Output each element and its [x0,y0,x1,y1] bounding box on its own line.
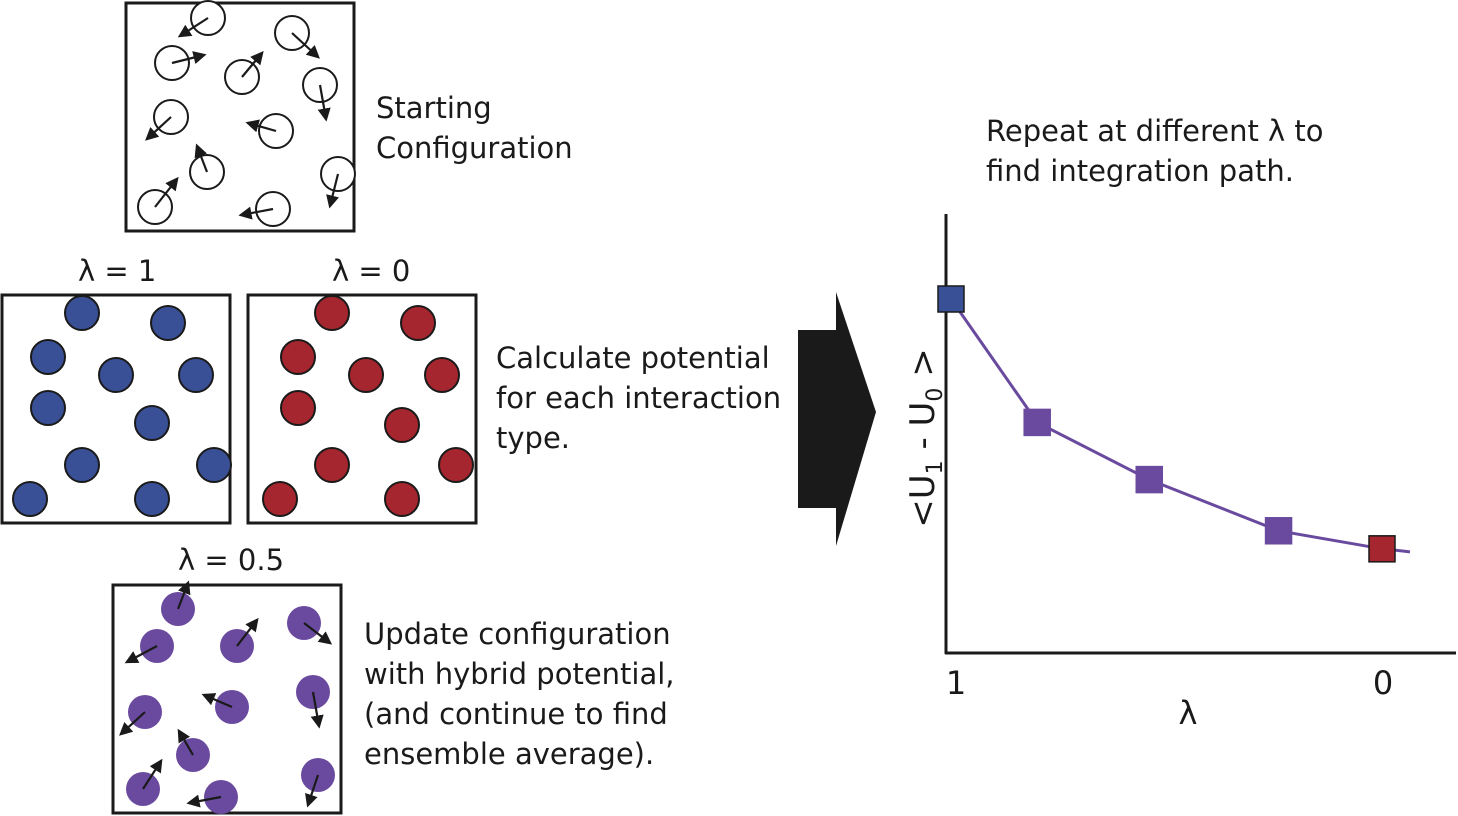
particle-velocity-arrow [171,51,207,65]
blue-particle [134,405,170,441]
data-point-marker [1135,465,1164,494]
blue-particle [178,357,214,393]
particle-velocity-arrow [119,711,146,736]
hollow-particle [154,45,190,81]
hybrid-caption-line-3: (and continue to find [364,697,668,731]
red-particles [262,295,474,517]
lambda-zero-label: λ = 0 [332,254,410,288]
interaction-caption-line-1: Calculate potential [496,341,770,375]
blue-particle [98,357,134,393]
ylabel-part-1: <U [903,474,943,527]
data-point-marker [1023,408,1051,437]
red-particle [438,447,474,483]
lambda-zero-panel [246,293,478,525]
blue-particle [12,481,48,517]
x-axis-label: λ [1179,694,1198,732]
red-particle [348,357,384,393]
plot-caption-line-2: find integration path. [986,154,1294,188]
particle-velocity-arrow [124,645,158,664]
particle-velocity-arrow [186,794,222,808]
particle-velocity-arrow [317,84,331,122]
hybrid-caption-line-2: with hybrid potential, [364,657,675,691]
particle-velocity-arrow [154,176,179,208]
purple-particles [119,580,335,814]
start-caption-line-2: Configuration [376,131,573,165]
particle-velocity-arrow [326,173,340,209]
x-tick-right: 0 [1373,664,1393,702]
hybrid-caption-line-4: ensemble average). [364,737,654,771]
lambda-half-label: λ = 0.5 [178,543,284,577]
red-particle [280,339,316,375]
interaction-caption-line-3: type. [496,421,570,455]
lambda-one-panel [0,293,232,525]
hybrid-panel [111,580,343,815]
plot-series [937,285,1411,563]
red-particle [314,295,350,331]
y-axis-label: <U1 - U0 > [903,348,948,527]
hybrid-caption-line-1: Update configuration [364,617,671,651]
red-particle [314,447,350,483]
particle-velocity-arrow [291,32,320,59]
blue-particle [196,447,232,483]
red-particle [384,481,420,517]
blue-particle [64,295,100,331]
big-arrow-icon [798,292,876,546]
particle-velocity-arrow [241,50,264,78]
particle-velocity-arrow [245,119,277,133]
particle-velocity-arrow [194,143,209,173]
particle-velocity-arrow [310,691,324,729]
data-point-marker [937,285,965,313]
blue-particle [134,481,170,517]
particle-velocity-arrow [201,693,233,709]
data-point-marker [1368,535,1396,563]
blue-particle [64,447,100,483]
starting-configuration-panel [124,0,356,233]
start-particles [137,0,356,227]
particle-velocity-arrow [177,17,209,38]
blue-particle [150,305,186,341]
ylabel-part-3: > [903,348,943,387]
plot-axes [944,214,1456,655]
red-particle [262,481,298,517]
start-caption-line-1: Starting [376,91,492,125]
particle-velocity-arrow [177,728,194,756]
particle-velocity-arrow [236,617,259,647]
blue-particles [12,295,232,517]
particle-velocity-arrow [238,206,274,220]
ylabel-sub-0: 0 [923,388,948,402]
red-particle [424,357,460,393]
interaction-caption-line-2: for each interaction [496,381,781,415]
particle-velocity-arrow [303,622,333,645]
particle-velocity-arrow [142,758,163,790]
blue-particle [30,390,66,426]
red-particle [384,407,420,443]
integration-path-line [949,298,1411,554]
blue-particle [30,339,66,375]
particle-velocity-arrow [176,580,191,610]
data-point-marker [1264,517,1293,545]
ylabel-part-2: - U [903,402,943,461]
particle-velocity-arrow [145,116,172,141]
particle-velocity-arrow [305,774,320,808]
red-particle [280,390,316,426]
red-particle [400,305,436,341]
plot-caption-line-1: Repeat at different λ to [986,114,1324,148]
x-tick-left: 1 [946,664,966,702]
lambda-one-label: λ = 1 [78,254,156,288]
ylabel-sub-1: 1 [923,460,948,474]
